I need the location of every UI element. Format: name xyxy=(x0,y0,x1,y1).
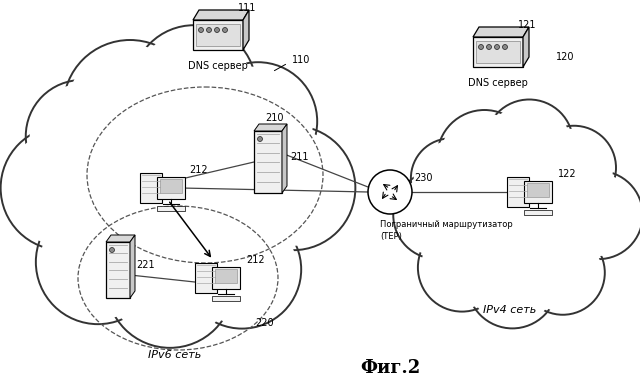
Circle shape xyxy=(84,87,271,274)
Circle shape xyxy=(207,28,211,32)
Circle shape xyxy=(486,44,492,50)
Circle shape xyxy=(63,40,196,173)
Bar xyxy=(157,206,185,211)
Circle shape xyxy=(524,234,602,312)
Circle shape xyxy=(223,28,227,32)
Circle shape xyxy=(535,129,613,207)
Text: 220: 220 xyxy=(255,318,274,328)
Bar xyxy=(196,24,240,46)
Circle shape xyxy=(447,138,589,281)
Circle shape xyxy=(495,44,499,50)
Text: 211: 211 xyxy=(290,152,308,162)
Text: Фиг.2: Фиг.2 xyxy=(360,359,420,377)
Circle shape xyxy=(488,103,570,185)
Bar xyxy=(193,20,243,50)
Circle shape xyxy=(467,238,557,329)
Text: DNS сервер: DNS сервер xyxy=(468,78,528,88)
Polygon shape xyxy=(254,124,287,131)
Bar xyxy=(195,263,217,293)
Text: DNS сервер: DNS сервер xyxy=(188,61,248,71)
Bar xyxy=(527,183,549,197)
Circle shape xyxy=(437,110,532,204)
Polygon shape xyxy=(193,10,249,20)
Circle shape xyxy=(68,45,192,168)
Circle shape xyxy=(26,80,138,193)
Polygon shape xyxy=(243,10,249,50)
Bar xyxy=(524,210,552,215)
Circle shape xyxy=(440,113,529,201)
Circle shape xyxy=(421,227,503,309)
Text: Пограничный маршрутизатор: Пограничный маршрутизатор xyxy=(380,220,513,229)
Text: IPv6 сеть: IPv6 сеть xyxy=(148,350,202,360)
Circle shape xyxy=(109,248,115,253)
Circle shape xyxy=(485,99,573,188)
Circle shape xyxy=(1,126,125,250)
Polygon shape xyxy=(282,124,287,193)
Bar xyxy=(473,37,523,67)
Bar xyxy=(212,296,240,301)
Text: 121: 121 xyxy=(518,20,536,30)
Circle shape xyxy=(132,25,256,149)
Polygon shape xyxy=(130,235,135,298)
Bar xyxy=(106,242,130,298)
Circle shape xyxy=(413,141,488,215)
Circle shape xyxy=(368,170,412,214)
Text: 230: 230 xyxy=(414,173,433,183)
Text: (ТЕР): (ТЕР) xyxy=(380,232,402,241)
Text: 122: 122 xyxy=(558,169,577,179)
Circle shape xyxy=(554,171,640,259)
Text: 221: 221 xyxy=(136,260,155,270)
Bar xyxy=(476,41,520,63)
Text: IPv4 сеть: IPv4 сеть xyxy=(483,305,536,315)
Circle shape xyxy=(470,241,554,325)
Text: 212: 212 xyxy=(246,255,264,265)
Circle shape xyxy=(77,80,278,281)
Circle shape xyxy=(198,28,204,32)
Bar xyxy=(212,267,240,289)
Circle shape xyxy=(532,126,616,210)
Circle shape xyxy=(199,62,317,181)
Circle shape xyxy=(106,220,234,348)
Bar xyxy=(157,177,185,199)
Bar xyxy=(160,179,182,193)
Circle shape xyxy=(183,210,301,329)
Circle shape xyxy=(111,225,229,343)
Circle shape xyxy=(257,136,262,141)
Bar xyxy=(507,177,529,207)
Polygon shape xyxy=(473,27,529,37)
Circle shape xyxy=(29,84,134,188)
Bar xyxy=(524,181,552,203)
Circle shape xyxy=(396,174,478,256)
Polygon shape xyxy=(523,27,529,67)
Circle shape xyxy=(136,29,252,145)
Circle shape xyxy=(479,44,483,50)
Bar xyxy=(140,173,162,203)
Bar xyxy=(254,131,282,193)
Text: 212: 212 xyxy=(189,165,207,175)
Circle shape xyxy=(502,44,508,50)
Circle shape xyxy=(187,214,297,324)
Circle shape xyxy=(36,200,160,324)
Text: 110: 110 xyxy=(292,55,310,65)
Text: 120: 120 xyxy=(556,52,575,62)
Circle shape xyxy=(40,204,156,320)
Bar xyxy=(215,269,237,283)
Circle shape xyxy=(5,130,120,246)
Circle shape xyxy=(521,231,605,315)
Circle shape xyxy=(214,28,220,32)
Circle shape xyxy=(203,66,313,176)
Circle shape xyxy=(236,130,351,246)
Circle shape xyxy=(418,223,506,312)
Text: 210: 210 xyxy=(265,113,284,123)
Polygon shape xyxy=(106,235,135,242)
Circle shape xyxy=(393,171,481,259)
Circle shape xyxy=(557,174,639,256)
Circle shape xyxy=(411,138,491,218)
Circle shape xyxy=(231,126,355,250)
Text: 111: 111 xyxy=(238,3,257,13)
Circle shape xyxy=(452,143,584,276)
